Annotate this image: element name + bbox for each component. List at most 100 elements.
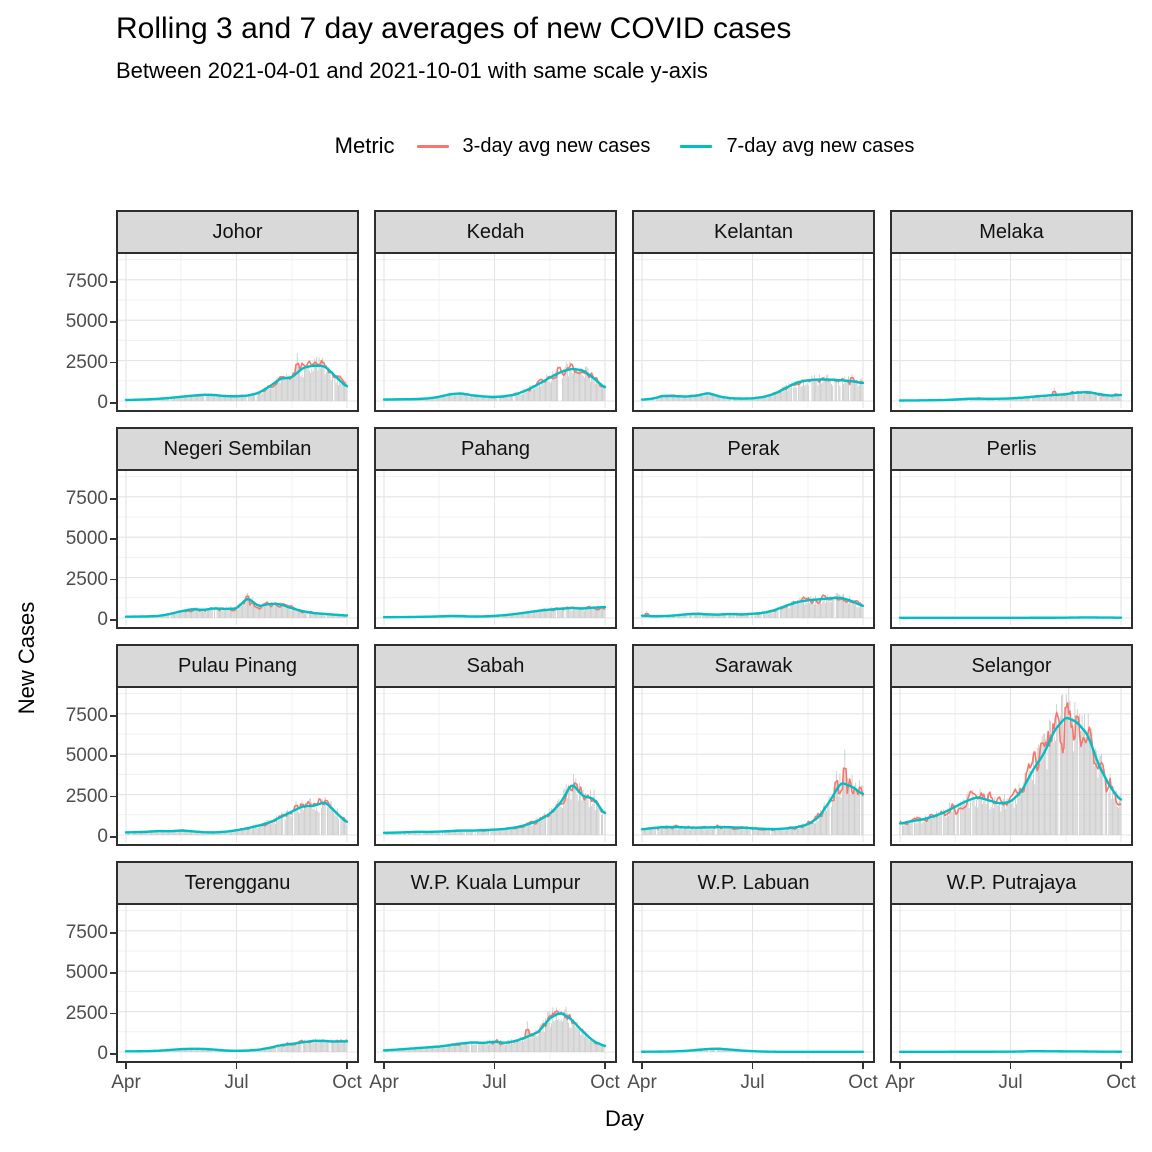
y-tick-label: 7500 [65,921,108,943]
y-tick-label: 5000 [65,528,108,550]
facet-strip: Pulau Pinang [118,646,357,688]
facet-panel [634,905,873,1059]
y-tick-label: 5000 [65,962,108,984]
daily-cases-bars [384,773,606,835]
facet-strip: Melaka [892,212,1131,254]
facet-plot [118,471,357,625]
legend-title: Metric [334,133,395,158]
facet-plot [634,905,873,1059]
facet-panel [634,471,873,625]
chart-subtitle: Between 2021-04-01 and 2021-10-01 with s… [116,58,708,83]
facet-strip: Negeri Sembilan [118,429,357,471]
avg7-line [640,596,865,618]
legend-items: 3-day avg new cases 7-day avg new cases [416,135,914,158]
facet-title: W.P. Labuan [697,871,810,894]
facet-pulau-pinang: Pulau Pinang [116,644,359,846]
x-tick-mark [125,1063,127,1069]
x-tick-mark [383,1063,385,1069]
facet-panel [118,905,357,1059]
x-tick-label: Apr [885,1072,915,1093]
facet-title: Sabah [466,654,525,677]
facet-johor: Johor [116,210,359,412]
facet-panel [892,471,1131,625]
facet-title: Kedah [466,220,525,243]
y-tick-label: 5000 [65,311,108,333]
daily-cases-bars [641,749,864,835]
x-tick-mark [346,1063,348,1069]
facet-strip: Kedah [376,212,615,254]
y-tick-label: 0 [97,609,108,630]
facet-title: W.P. Putrajaya [946,871,1077,894]
x-tick-mark [604,1063,606,1069]
facet-strip: Kelantan [634,212,873,254]
facet-title: Negeri Sembilan [163,437,312,460]
facet-strip: Pahang [376,429,615,471]
facet-strip: Sarawak [634,646,873,688]
y-tick-mark [110,755,116,757]
avg7-line [898,716,1123,825]
facet-w-p-kuala-lumpur: W.P. Kuala Lumpur [374,861,617,1063]
x-tick-mark [641,1063,643,1069]
facet-strip: Perak [634,429,873,471]
facet-plot [118,688,357,842]
avg7-line [124,597,349,618]
facet-panel [118,254,357,408]
legend-key-line-icon [416,144,449,148]
x-axis-title: Day [604,1106,645,1131]
facet-strip: Perlis [892,429,1131,471]
y-tick-mark [110,972,116,974]
facet-panel [892,688,1131,842]
daily-cases-bars [125,1038,348,1052]
x-tick-mark [1009,1063,1012,1069]
x-tick-label: Oct [590,1072,620,1093]
chart-title: Rolling 3 and 7 day averages of new COVI… [116,12,792,45]
x-tick-label: Oct [848,1072,878,1093]
avg7-line [382,784,607,835]
facet-panel [376,254,615,408]
facet-sarawak: Sarawak [632,644,875,846]
avg7-line [124,801,349,834]
facet-plot [376,254,615,408]
facet-plot [892,688,1131,842]
facet-title: Melaka [979,220,1044,243]
y-tick-mark [110,715,116,717]
facet-strip: Terengganu [118,863,357,905]
y-tick-label: 7500 [65,704,108,726]
facet-title: Sarawak [714,654,793,677]
facet-pahang: Pahang [374,427,617,629]
y-tick-mark [110,1012,116,1015]
y-tick-mark [110,498,116,500]
legend-item-label: 7-day avg new cases [726,134,915,157]
avg7-line [124,364,349,402]
avg7-line [640,782,865,831]
facet-strip: Johor [118,212,357,254]
avg7-line [382,1012,607,1052]
facet-terengganu: Terengganu [116,861,359,1063]
facet-plot [118,254,357,408]
facet-title: Kelantan [714,220,793,243]
avg7-line [640,1047,865,1054]
facet-title: Selangor [971,654,1052,677]
y-tick-mark [110,321,116,323]
facet-plot [634,471,873,625]
facet-kedah: Kedah [374,210,617,412]
facet-title: Pulau Pinang [178,654,297,677]
facet-panel [118,688,357,842]
daily-cases-bars [899,688,1122,835]
y-tick-mark [110,795,116,798]
facet-melaka: Melaka [890,210,1133,412]
legend-key-line-icon [680,144,713,148]
facet-title: Terengganu [184,871,291,894]
legend-item-avg7: 7-day avg new cases [680,135,914,158]
facet-title: W.P. Kuala Lumpur [410,871,581,894]
y-tick-mark [110,578,116,581]
facet-title: Pahang [461,437,530,460]
y-tick-label: 2500 [65,785,108,807]
facet-strip: Selangor [892,646,1131,688]
avg7-line [898,1049,1123,1054]
y-tick-label: 2500 [65,568,108,590]
x-tick-mark [899,1063,901,1069]
facet-plot [892,471,1131,625]
y-tick-label: 2500 [65,351,108,373]
